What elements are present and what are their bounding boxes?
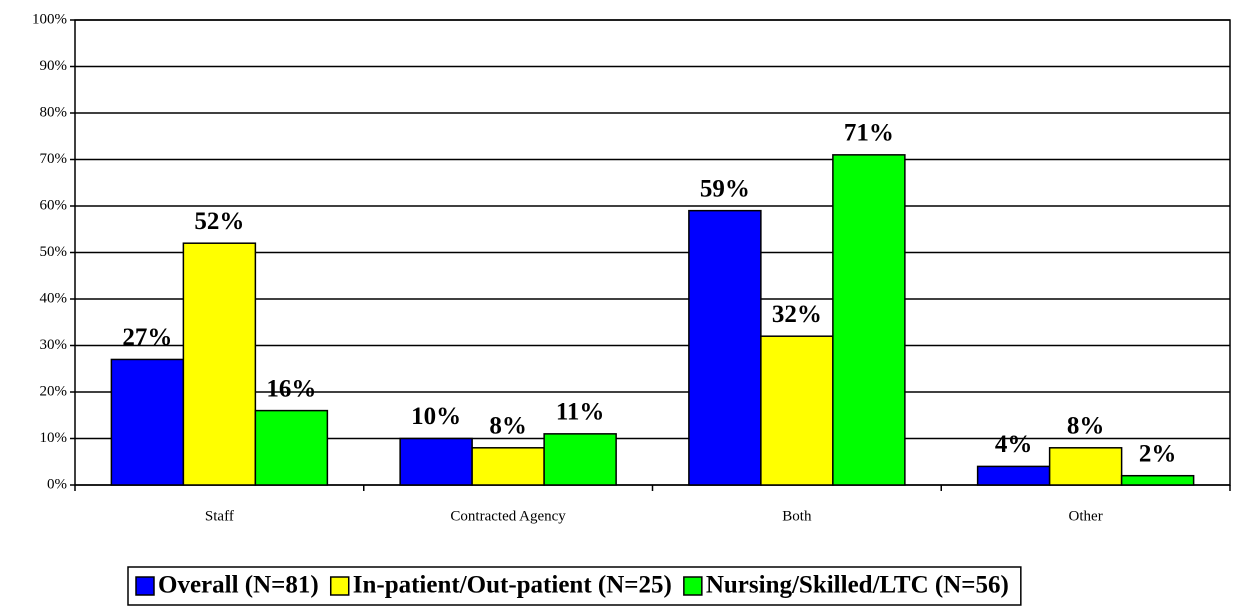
- bar: [399, 437, 473, 486]
- bar: [832, 154, 906, 486]
- bar: [688, 209, 762, 486]
- bar: [760, 335, 834, 486]
- legend-box: [127, 566, 1022, 606]
- y-tick-label: 90%: [40, 58, 68, 74]
- bar: [254, 409, 329, 486]
- value-label: 16%: [266, 375, 316, 402]
- x-tick-label: Other: [1069, 508, 1103, 524]
- bar: [1120, 474, 1195, 486]
- x-tick-label: Both: [782, 508, 812, 524]
- legend-swatch: [683, 576, 703, 596]
- legend: Overall (N=81) In-patient/Out-patient (N=…: [127, 566, 1022, 606]
- y-tick-label: 30%: [40, 337, 68, 353]
- bar: [543, 433, 617, 486]
- value-label: 32%: [772, 301, 822, 328]
- x-tick-label: Contracted Agency: [450, 508, 566, 524]
- legend-label: Overall (N=81): [158, 572, 319, 599]
- value-label: 11%: [556, 399, 605, 426]
- value-label: 4%: [995, 431, 1033, 458]
- bar: [471, 447, 545, 486]
- bar: [1048, 447, 1123, 486]
- value-label: 8%: [1067, 413, 1105, 440]
- value-label: 59%: [700, 175, 750, 202]
- y-tick-label: 20%: [40, 383, 68, 399]
- legend-swatch: [329, 576, 350, 596]
- legend-label: In-patient/Out-patient (N=25): [353, 572, 672, 599]
- value-label: 2%: [1139, 440, 1177, 467]
- x-tick-label: Staff: [205, 508, 234, 524]
- y-tick-label: 40%: [40, 290, 68, 306]
- bar: [110, 358, 185, 486]
- y-tick-label: 80%: [40, 104, 68, 120]
- y-tick-label: 100%: [32, 11, 67, 27]
- y-tick-label: 10%: [40, 430, 68, 446]
- value-label: 71%: [844, 120, 894, 147]
- value-label: 8%: [489, 413, 527, 440]
- bar: [182, 242, 257, 486]
- value-label: 52%: [194, 208, 244, 235]
- y-tick-label: 70%: [40, 151, 68, 167]
- y-tick-label: 0%: [47, 476, 67, 492]
- legend-label: Nursing/Skilled/LTC (N=56): [706, 572, 1009, 599]
- legend-swatch: [135, 576, 155, 596]
- value-label: 27%: [122, 324, 172, 351]
- y-tick-label: 50%: [40, 244, 68, 260]
- bar: [976, 465, 1051, 486]
- value-label: 10%: [411, 403, 461, 430]
- y-tick-label: 60%: [40, 197, 68, 213]
